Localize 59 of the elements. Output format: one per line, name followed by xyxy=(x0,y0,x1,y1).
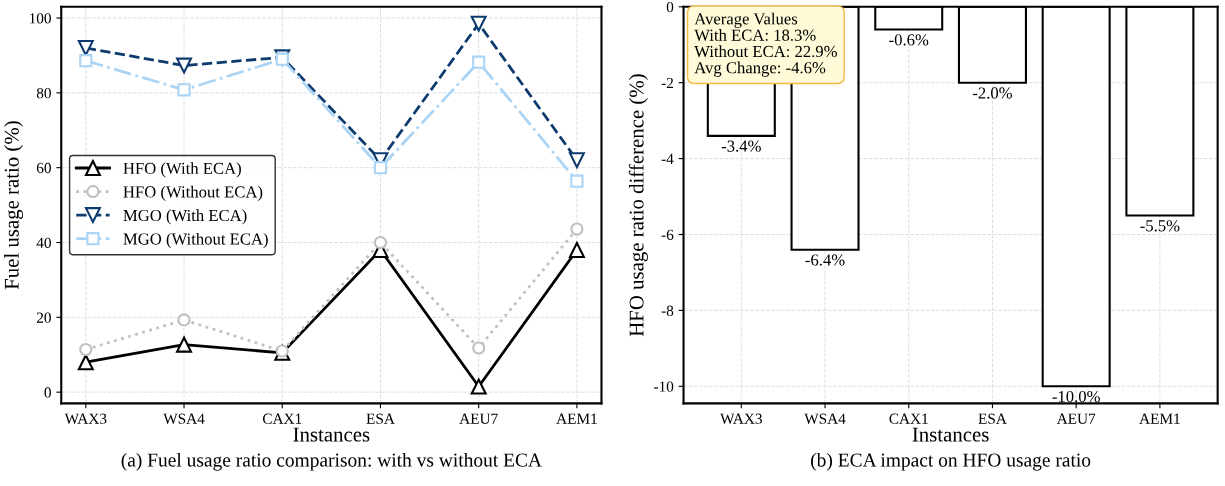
x-tick-label: CAX1 xyxy=(889,413,928,424)
point xyxy=(177,313,191,327)
x-tick-label: WAX3 xyxy=(720,413,762,424)
y-tick-label: 0 xyxy=(44,387,51,398)
x-tick-label: ESA xyxy=(366,413,395,424)
point xyxy=(568,152,585,169)
data-label: -2.0% xyxy=(972,87,1013,99)
data-label: -6.4% xyxy=(805,254,845,266)
point xyxy=(176,336,193,353)
y-tick-label: -6 xyxy=(661,229,674,240)
x-tick-label: WAX3 xyxy=(64,413,107,424)
annotation: Average Values With ECA: 18.3% Without ECA: 22.9% Avg Change: -4.6% xyxy=(694,12,837,77)
y-tick-label: 40 xyxy=(36,237,51,248)
legend-label: HFO (Without ECA) xyxy=(123,185,263,201)
y-tick-label: 20 xyxy=(36,312,51,323)
point xyxy=(472,55,486,69)
x-axis-title: Instances xyxy=(293,427,370,442)
data-label: -3.4% xyxy=(721,140,761,152)
point xyxy=(77,354,94,371)
point xyxy=(570,222,584,236)
x-tick-label: WSA4 xyxy=(163,413,205,424)
y-tick-label: -10 xyxy=(654,381,674,392)
y-axis-title: Fuel usage ratio (%) xyxy=(4,121,24,290)
x-tick-label: AEU7 xyxy=(1056,413,1096,424)
legend-label: MGO (With ECA) xyxy=(123,209,247,225)
y-tick-label: -4 xyxy=(661,153,674,164)
x-tick-label: AEU7 xyxy=(459,413,498,424)
x-axis-title: Instances xyxy=(912,427,989,442)
point xyxy=(373,235,388,250)
point xyxy=(79,54,93,68)
point xyxy=(79,342,93,357)
point xyxy=(470,378,487,395)
point xyxy=(373,161,388,175)
data-label: -5.5% xyxy=(1140,220,1180,232)
y-axis-title: HFO usage ratio difference (%) xyxy=(628,74,648,337)
legend-label: HFO (With ECA) xyxy=(123,162,241,178)
legend-label: MGO (Without ECA) xyxy=(123,232,268,249)
y-tick-label: 100 xyxy=(29,13,51,24)
text: (b) ECA impact on HFO usage ratio xyxy=(811,452,1091,471)
x-tick-label: WSA4 xyxy=(804,413,846,424)
y-tick-label: 0 xyxy=(666,1,674,13)
x-tick-label: CAX1 xyxy=(262,413,302,424)
y-tick-label: 80 xyxy=(36,87,51,99)
point xyxy=(472,341,486,355)
point xyxy=(470,15,487,32)
point xyxy=(176,57,193,74)
point xyxy=(568,242,585,258)
y-tick-label: 60 xyxy=(36,162,51,174)
y-tick-label: -2 xyxy=(661,77,673,88)
point xyxy=(177,83,191,97)
data-label: -0.6% xyxy=(889,34,929,46)
x-tick-label: ESA xyxy=(978,413,1007,424)
x-tick-label: AEM1 xyxy=(556,413,597,424)
y-tick-label: -8 xyxy=(661,305,674,316)
data-label: -10.0% xyxy=(1052,390,1100,403)
x-tick-label: AEM1 xyxy=(1139,413,1180,424)
point xyxy=(77,39,94,56)
point xyxy=(570,174,584,188)
text: (a) Fuel usage ratio comparison: with vs without ECA xyxy=(121,452,542,471)
